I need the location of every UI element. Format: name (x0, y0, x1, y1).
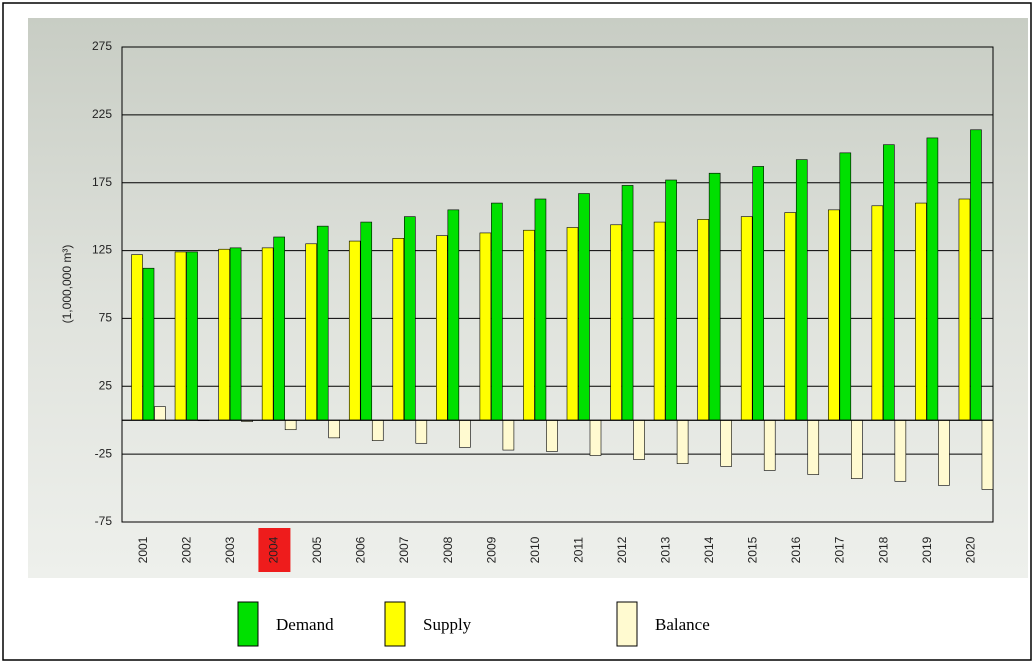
bar (155, 407, 166, 421)
bar (448, 210, 459, 420)
bar (436, 236, 447, 421)
legend-label: Balance (655, 615, 710, 634)
y-tick-label: 275 (92, 39, 112, 53)
y-tick-label: 175 (92, 175, 112, 189)
bar (175, 252, 186, 420)
bar (317, 226, 328, 420)
bar (579, 194, 590, 421)
bar (459, 420, 470, 447)
bar (828, 210, 839, 420)
bar (753, 166, 764, 420)
bar (927, 138, 938, 420)
bar (361, 222, 372, 420)
bar (567, 228, 578, 421)
x-tick-label: 2004 (267, 536, 281, 563)
bar (677, 420, 688, 463)
y-tick-label: 25 (99, 378, 113, 392)
bar (959, 199, 970, 420)
bar (306, 244, 317, 420)
bar (851, 420, 862, 478)
x-tick-label: 2019 (920, 536, 934, 563)
x-tick-label: 2013 (659, 536, 673, 563)
bar (634, 420, 645, 459)
legend-swatch (385, 602, 405, 646)
x-tick-label: 2015 (746, 536, 760, 563)
bar (219, 249, 230, 420)
bar (721, 420, 732, 466)
bar (982, 420, 993, 489)
bar (590, 420, 601, 455)
bar (349, 241, 360, 420)
chart: (1,000,000 m³) -75 -25 25 75 125 175 225 275 200… (0, 0, 1034, 664)
x-tick-label: 2014 (702, 536, 716, 563)
y-tick-label: -25 (95, 446, 113, 460)
x-tick-label: 2012 (615, 536, 629, 563)
bar (274, 237, 285, 420)
legend-label: Demand (276, 615, 334, 634)
bar (480, 233, 491, 420)
x-tick-label: 2006 (354, 536, 368, 563)
bar (808, 420, 819, 474)
page: {"chart_data": {"type": "bar", "y_label"… (0, 0, 1034, 664)
bar (622, 185, 633, 420)
bar (262, 248, 273, 420)
bar (416, 420, 427, 443)
bar (285, 420, 296, 430)
bar (523, 230, 534, 420)
bar (883, 145, 894, 421)
bar (546, 420, 557, 451)
y-tick-label: -75 (95, 514, 113, 528)
bar (132, 255, 143, 421)
bar (404, 217, 415, 421)
bar (329, 420, 340, 438)
bar (796, 160, 807, 421)
bar (611, 225, 622, 420)
y-tick-label: 75 (99, 311, 113, 325)
bar (230, 248, 241, 420)
bar (970, 130, 981, 420)
bar (666, 180, 677, 420)
x-tick-label: 2011 (571, 537, 585, 563)
bar (741, 217, 752, 421)
bar (698, 219, 709, 420)
x-tick-label: 2020 (963, 536, 977, 563)
x-tick-label: 2005 (310, 536, 324, 563)
x-tick-label: 2008 (441, 536, 455, 563)
x-tick-label: 2001 (136, 536, 150, 563)
bar (503, 420, 514, 450)
bar (187, 252, 198, 420)
x-tick-label: 2002 (179, 536, 193, 563)
x-tick-label: 2017 (833, 536, 847, 563)
bar (764, 420, 775, 470)
bar (372, 420, 383, 440)
bar (915, 203, 926, 420)
legend-swatch (617, 602, 637, 646)
y-axis-label: (1,000,000 m³) (60, 245, 74, 324)
bar (785, 213, 796, 421)
x-tick-label: 2009 (484, 536, 498, 563)
y-tick-label: 125 (92, 243, 112, 257)
bar (895, 420, 906, 481)
x-tick-label: 2016 (789, 536, 803, 563)
legend-label: Supply (423, 615, 472, 634)
bar (654, 222, 665, 420)
y-tick-label: 225 (92, 107, 112, 121)
x-tick-label: 2010 (528, 536, 542, 563)
x-tick-label: 2018 (876, 536, 890, 563)
bar (840, 153, 851, 420)
bar (491, 203, 502, 420)
legend-swatch (238, 602, 258, 646)
x-tick-label: 2007 (397, 536, 411, 563)
bar (709, 173, 720, 420)
bar (393, 238, 404, 420)
bar (938, 420, 949, 485)
x-tick-label: 2003 (223, 536, 237, 563)
bar (143, 268, 154, 420)
bar (872, 206, 883, 420)
bar (535, 199, 546, 420)
